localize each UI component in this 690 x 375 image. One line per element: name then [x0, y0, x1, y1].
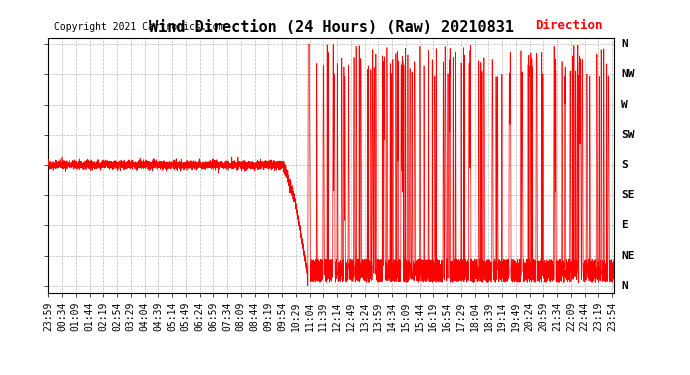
Text: W: W — [621, 100, 628, 109]
Text: Copyright 2021 Cartronics.com: Copyright 2021 Cartronics.com — [54, 22, 224, 32]
Text: SE: SE — [621, 190, 635, 200]
Text: NW: NW — [621, 69, 635, 80]
Text: NE: NE — [621, 251, 635, 261]
Text: S: S — [621, 160, 628, 170]
Text: E: E — [621, 220, 628, 230]
Text: SW: SW — [621, 130, 635, 140]
Text: Direction: Direction — [535, 20, 603, 32]
Title: Wind Direction (24 Hours) (Raw) 20210831: Wind Direction (24 Hours) (Raw) 20210831 — [149, 20, 513, 35]
Text: N: N — [621, 281, 628, 291]
Text: N: N — [621, 39, 628, 49]
